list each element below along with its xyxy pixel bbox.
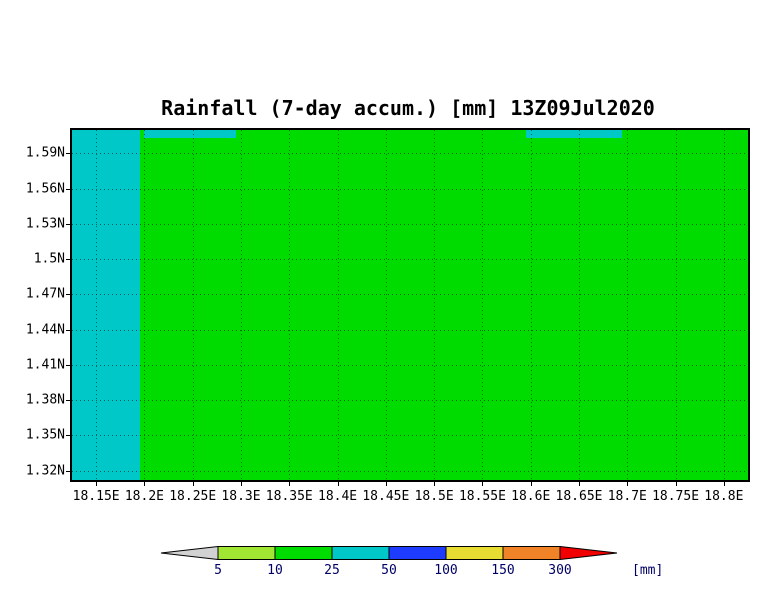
x-tick-mark [723, 482, 725, 486]
x-tick-mark [289, 482, 291, 486]
y-tick-mark [66, 400, 70, 402]
x-tick-label: 18.4E [317, 489, 358, 504]
y-tick-label: 1.32N [25, 463, 65, 479]
y-tick-mark [66, 364, 70, 366]
colorbar-level-label: 50 [381, 563, 397, 578]
y-tick-label: 1.56N [25, 181, 65, 197]
colorbar-unit-label: [mm] [632, 563, 664, 578]
x-tick-mark [675, 482, 677, 486]
x-tick-mark [434, 482, 436, 486]
x-tick-label: 18.2E [124, 489, 164, 504]
colorbar-segment [217, 546, 276, 560]
y-tick-mark [66, 259, 70, 261]
x-tick-mark [144, 482, 146, 486]
region-base-field [72, 130, 748, 480]
x-tick-mark [337, 482, 339, 486]
x-tick-label: 18.55E [458, 489, 506, 504]
region-west-band [72, 130, 140, 480]
colorbar-level-label: 100 [434, 563, 458, 578]
x-tick-label: 18.35E [265, 489, 313, 504]
y-tick-mark [66, 294, 70, 296]
x-tick-mark [385, 482, 387, 486]
x-tick-mark [482, 482, 484, 486]
chart-title: Rainfall (7-day accum.) [mm] 13Z09Jul202… [161, 96, 655, 120]
colorbar-level-label: 300 [548, 563, 572, 578]
colorbar-segment [388, 546, 447, 560]
y-tick-mark [66, 470, 70, 472]
y-tick-label: 1.35N [25, 427, 65, 443]
y-tick-label: 1.41N [25, 357, 65, 373]
colorbar-level-label: 5 [214, 563, 222, 578]
plot-area: 18.15E 18.2E 18.25E 18.3E 18.35E 18.4E 18.45E 1… [26, 128, 750, 504]
x-tick-mark [192, 482, 194, 486]
x-tick-label: 18.45E [362, 489, 410, 504]
x-tick-mark [96, 482, 98, 486]
colorbar-arrow-right [559, 546, 618, 560]
x-tick-mark [627, 482, 629, 486]
y-tick-label: 1.5N [33, 251, 65, 267]
colorbar-segment [274, 546, 333, 560]
x-tick-label: 18.75E [652, 489, 700, 504]
y-tick-label: 1.53N [25, 216, 65, 232]
region-north-band-west [144, 130, 237, 139]
x-tick-label: 18.6E [511, 489, 551, 504]
region-north-band-east [525, 130, 623, 139]
x-tick-mark [530, 482, 532, 486]
y-tick-mark [66, 188, 70, 190]
x-tick-label: 18.7E [607, 489, 647, 504]
colorbar-segment [445, 546, 504, 560]
colorbar-segment [502, 546, 561, 560]
colorbar-segment [331, 546, 390, 560]
y-tick-label: 1.38N [25, 392, 65, 408]
y-tick-mark [66, 329, 70, 331]
x-tick-label: 18.65E [555, 489, 603, 504]
colorbar-level-label: 25 [324, 563, 340, 578]
y-tick-label: 1.59N [25, 145, 65, 161]
x-tick-label: 18.25E [169, 489, 217, 504]
x-tick-mark [579, 482, 580, 486]
x-tick-label: 18.15E [72, 489, 120, 504]
x-tick-label: 18.8E [704, 489, 744, 504]
colorbar-arrow-left [160, 546, 219, 560]
y-tick-label: 1.47N [25, 286, 65, 302]
y-tick-mark [66, 223, 70, 225]
colorbar: [mm] 5 10 25 50 100 150 300 [160, 546, 720, 586]
x-tick-label: 18.3E [221, 489, 261, 504]
x-tick-mark [241, 482, 242, 486]
x-tick-label: 18.5E [414, 489, 454, 504]
y-tick-label: 1.44N [25, 322, 65, 338]
colorbar-bar [160, 546, 618, 560]
colorbar-level-label: 150 [491, 563, 515, 578]
y-tick-mark [66, 153, 70, 155]
y-tick-mark [66, 435, 70, 437]
colorbar-level-label: 10 [267, 563, 283, 578]
